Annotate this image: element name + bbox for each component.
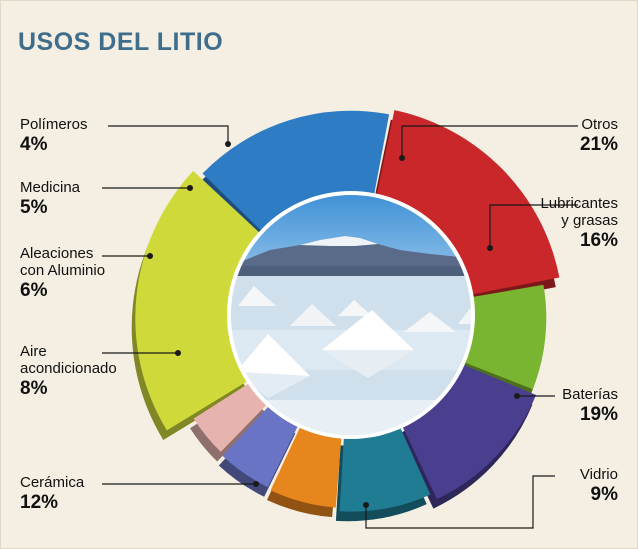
slice-polimeros (193, 381, 269, 452)
slice-ceramica (401, 363, 537, 500)
label-vidrio-value: 9% (590, 484, 618, 505)
label-lubricantes-name: Lubricantes y grasas (540, 195, 618, 229)
label-aleaciones-name: Aleaciones con Aluminio (20, 245, 106, 279)
label-ceramica: Cerámica 12% (20, 474, 84, 515)
label-otros: Otros 21% (580, 116, 618, 157)
label-polimeros-value: 4% (20, 134, 48, 155)
leader-dot-polimeros (225, 141, 231, 147)
leader-dot-lubricantes (487, 245, 493, 251)
leader-dot-ceramica (253, 481, 259, 487)
label-lubricantes-value: 16% (579, 230, 618, 251)
label-medicina: Medicina 5% (20, 179, 80, 220)
leader-dot-aire (175, 350, 181, 356)
leader-dot-medicina (187, 185, 193, 191)
label-medicina-name: Medicina (20, 179, 81, 196)
leader-line-vidrio (365, 475, 555, 529)
leader-dot-baterias (514, 393, 520, 399)
label-aleaciones: Aleaciones con Aluminio 6% (20, 245, 105, 303)
label-baterias: Baterías 19% (562, 386, 618, 427)
label-baterias-value: 19% (579, 404, 618, 425)
slice-otros (135, 170, 265, 431)
label-aire-name: Aire acondicionado (20, 343, 117, 377)
slice-aire (339, 425, 431, 512)
label-polimeros-name: Polímeros (20, 116, 88, 133)
label-polimeros: Polímeros 4% (20, 116, 88, 157)
leader-dot-otros (399, 155, 405, 161)
slice-baterias (375, 110, 560, 296)
leader-line-otros (401, 125, 578, 158)
label-aire-value: 8% (20, 378, 48, 399)
label-aleaciones-value: 6% (20, 280, 48, 301)
label-aire: Aire acondicionado 8% (20, 343, 117, 401)
label-otros-value: 21% (579, 134, 618, 155)
slice-aleaciones (270, 424, 342, 508)
leader-line-lubricantes (489, 204, 578, 248)
label-ceramica-name: Cerámica (20, 474, 85, 491)
slice-vidrio (460, 284, 547, 390)
label-otros-name: Otros (581, 116, 618, 133)
label-baterias-name: Baterías (562, 386, 618, 403)
label-vidrio: Vidrio 9% (580, 466, 618, 507)
label-ceramica-value: 12% (20, 492, 59, 513)
leader-dot-aleaciones (147, 253, 153, 259)
leader-dot-vidrio (363, 502, 369, 508)
chart-title: USOS DEL LITIO (18, 28, 224, 56)
slice-lubricantes (202, 110, 390, 236)
label-vidrio-name: Vidrio (579, 466, 618, 483)
label-lubricantes: Lubricantes y grasas 16% (540, 195, 618, 253)
slice-medicina (222, 404, 299, 488)
leader-line-polimeros (108, 125, 229, 144)
label-medicina-value: 5% (20, 197, 48, 218)
